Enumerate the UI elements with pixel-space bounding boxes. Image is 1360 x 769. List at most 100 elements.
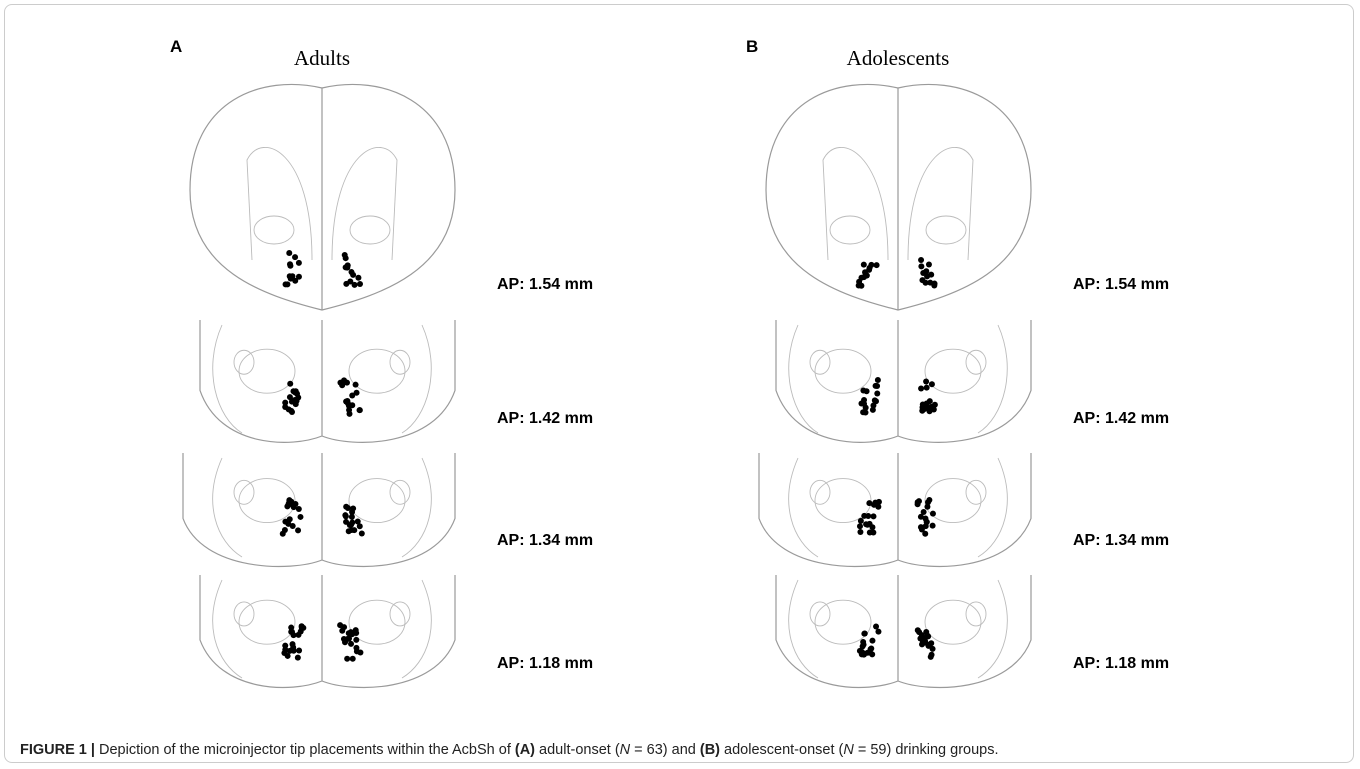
ap-label: AP: 1.34 mm [497,532,593,549]
tip-placement [352,282,358,288]
brain-section [776,575,1031,687]
tip-placement [857,523,863,529]
structure [350,216,390,244]
structure [830,216,870,244]
tip-placement [345,262,351,268]
brain-section [766,84,1031,310]
brain-section [190,84,455,310]
tip-placement [863,521,869,527]
tip-placement [296,506,302,512]
tip-placement [292,397,298,403]
tip-placement [856,283,862,289]
tip-placement [861,262,867,268]
tip-placement [922,531,928,537]
brain-section [200,575,455,687]
tip-placement [286,250,292,256]
caption-text: N [620,742,630,758]
structure [789,325,818,433]
tip-placement [355,275,361,281]
tip-placement [916,498,922,504]
tip-placement [345,400,351,406]
figure: AAdultsAP: 1.54 mmAP: 1.42 mmAP: 1.34 mm… [0,0,1360,735]
tip-placement [874,383,880,389]
tip-placement [932,281,938,287]
tip-placement [287,263,293,269]
brain-section [200,320,455,442]
tip-placement [930,523,936,529]
tip-placement [287,381,293,387]
tip-placement [344,656,350,662]
tip-placement [295,527,301,533]
structure [810,602,830,626]
tip-placement [932,402,938,408]
tip-placement [297,514,303,520]
tip-placement [346,528,352,534]
tip-placement [860,643,866,649]
tip-placement [874,262,880,268]
structure [810,480,830,504]
tip-placement [875,629,881,635]
structure [402,580,431,678]
structure [234,602,254,626]
section-outline [200,320,455,442]
tip-placement [353,637,359,643]
tip-placement [339,628,345,634]
tip-placement [915,627,921,633]
tip-placement [298,629,304,635]
caption: FIGURE 1 | Depiction of the microinjecto… [20,742,999,758]
structure [978,580,1007,678]
tip-placement [874,391,880,397]
tip-placement [341,636,347,642]
tip-placement [289,501,295,507]
brain-section [759,453,1031,566]
caption-text: (B) [700,742,720,758]
tip-placement [865,650,871,656]
caption-text: adult-onset ( [535,742,620,758]
tip-placement [869,638,875,644]
tip-placement [349,520,355,526]
tip-placement [930,511,936,517]
tip-placement [289,409,295,415]
tip-placement [349,269,355,275]
structure [213,458,242,557]
ap-label: AP: 1.18 mm [1073,655,1169,672]
structure [966,480,986,504]
caption-text: N [843,742,853,758]
tip-placement [923,379,929,385]
ap-label: AP: 1.34 mm [1073,532,1169,549]
tip-placement [918,386,924,392]
tip-placement [924,385,930,391]
structure [926,216,966,244]
tip-placement [918,263,924,269]
tip-placement [350,656,356,662]
tip-placement [872,397,878,403]
tip-placement [861,401,867,407]
tip-placement [869,524,875,530]
caption-text: adolescent-onset ( [720,742,843,758]
structure [234,350,254,374]
structure [239,600,295,644]
section-outline [200,575,455,687]
structure [349,479,405,523]
structure [810,350,830,374]
tip-placement [296,648,302,654]
structure [925,600,981,644]
section-outline [776,320,1031,442]
tip-placement [873,623,879,629]
structure [213,325,242,433]
tip-placement [357,523,363,529]
tip-placement [870,513,876,519]
tip-placement [858,518,864,524]
caption-text: Depiction of the microinjector tip place… [95,742,515,758]
tip-placement [337,380,343,386]
structure [966,602,986,626]
panel-title: Adults [294,46,350,70]
tip-placement [866,500,872,506]
structure [978,458,1007,557]
structure [390,602,410,626]
tip-placement [293,388,299,394]
tip-placement [870,403,876,409]
structure [390,350,410,374]
tip-placement [918,524,924,530]
tip-placement [863,409,869,415]
